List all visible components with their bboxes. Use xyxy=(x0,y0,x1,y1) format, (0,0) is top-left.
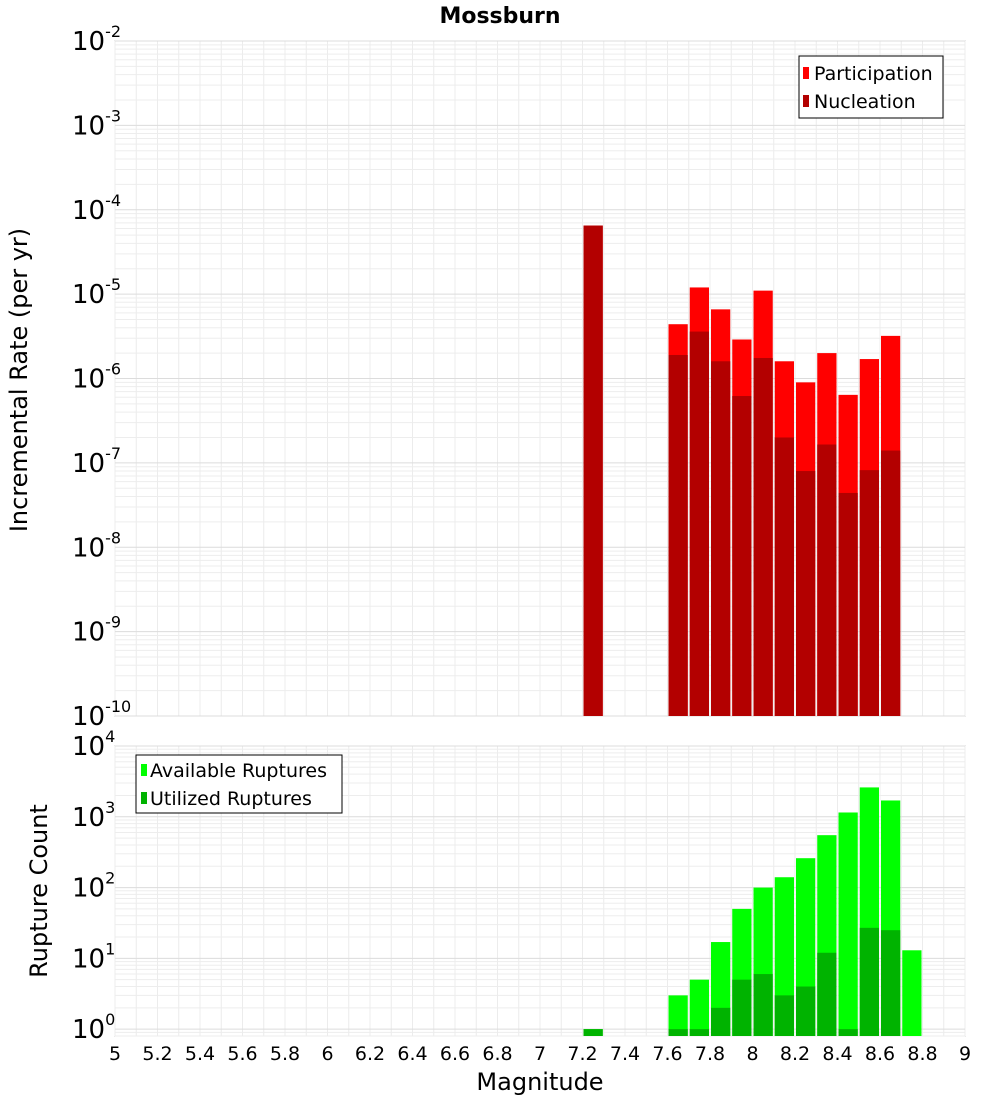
y-tick-label: 10-10 xyxy=(72,697,131,732)
legend-swatch-participation xyxy=(803,67,809,79)
legend-label-utilized: Utilized Ruptures xyxy=(150,788,312,810)
x-tick-label: 8.6 xyxy=(865,1043,895,1065)
bar-nucleation xyxy=(689,331,709,716)
legend-label-participation: Participation xyxy=(814,63,933,85)
x-tick-label: 7.6 xyxy=(652,1043,682,1065)
x-tick-label: 9 xyxy=(959,1043,971,1065)
bar-utilized-ruptures xyxy=(689,1029,709,1036)
y-tick-label: 10-3 xyxy=(72,106,121,141)
y-tick-label: 10-4 xyxy=(72,191,121,226)
legend-swatch-nucleation xyxy=(803,95,809,107)
bar-available-ruptures xyxy=(838,812,858,1036)
bar-nucleation xyxy=(583,225,603,716)
x-tick-label: 6.4 xyxy=(397,1043,427,1065)
x-tick-label: 7.4 xyxy=(610,1043,640,1065)
legend-label-nucleation: Nucleation xyxy=(814,91,916,113)
y-tick-label: 102 xyxy=(72,869,115,904)
x-tick-label: 7.2 xyxy=(567,1043,597,1065)
x-axis-label: Magnitude xyxy=(476,1068,603,1096)
bar-utilized-ruptures xyxy=(753,974,773,1036)
x-tick-label: 5.2 xyxy=(142,1043,172,1065)
bar-nucleation xyxy=(817,444,837,716)
top-legend: Participation Nucleation xyxy=(798,55,944,119)
bar-nucleation xyxy=(859,470,879,716)
x-tick-label: 6 xyxy=(321,1043,333,1065)
x-tick-label: 8.4 xyxy=(822,1043,852,1065)
top-panel: 10-10 10-9 10-8 10-7 10-6 10-5 10-4 10-3 10-2 In… xyxy=(5,22,966,732)
bar-utilized-ruptures xyxy=(796,986,816,1036)
bar-utilized-ruptures xyxy=(711,1007,731,1036)
x-tick-label: 8.8 xyxy=(907,1043,937,1065)
bar-available-ruptures xyxy=(689,979,709,1036)
y-tick-label: 10-6 xyxy=(72,360,121,395)
top-grid xyxy=(114,40,966,717)
y-tick-label: 100 xyxy=(72,1010,115,1045)
bar-nucleation xyxy=(796,471,816,716)
bar-utilized-ruptures xyxy=(881,930,901,1036)
y-tick-label: 104 xyxy=(72,727,115,762)
y-tick-label: 10-9 xyxy=(72,613,121,648)
top-legend-box xyxy=(798,55,944,119)
legend-label-available: Available Ruptures xyxy=(150,760,327,782)
bottom-legend: Available Ruptures Utilized Ruptures xyxy=(135,754,343,814)
bar-nucleation xyxy=(753,357,773,716)
y-tick-label: 10-7 xyxy=(72,444,121,479)
x-tick-label: 7 xyxy=(534,1043,546,1065)
x-tick-label: 8.2 xyxy=(780,1043,810,1065)
bar-available-ruptures xyxy=(668,995,688,1036)
legend-swatch-utilized xyxy=(141,792,147,804)
x-tick-label: 8 xyxy=(746,1043,758,1065)
x-ticks: 5 5.2 5.4 5.6 5.8 6 6.2 6.4 6.6 6.8 7 7.2 7.4 7.6 7.8 8… xyxy=(109,1043,971,1065)
chart-title: Mossburn xyxy=(439,4,560,29)
y-tick-label: 10-2 xyxy=(72,22,121,57)
y-tick-label: 103 xyxy=(72,798,115,833)
bar-nucleation xyxy=(711,361,731,716)
y-tick-label: 10-5 xyxy=(72,275,121,310)
x-tick-label: 6.6 xyxy=(440,1043,470,1065)
bottom-panel: 100 101 102 103 104 5 5.2 5.4 5.6 5.8 6 6.2 6.4 6.6 6… xyxy=(25,727,971,1096)
bar-utilized-ruptures xyxy=(859,927,879,1036)
x-tick-label: 7.8 xyxy=(695,1043,725,1065)
bar-nucleation xyxy=(774,437,794,716)
bar-nucleation xyxy=(732,396,752,716)
x-tick-label: 5.4 xyxy=(185,1043,215,1065)
top-y-axis-label: Incremental Rate (per yr) xyxy=(5,228,33,532)
x-tick-label: 6.2 xyxy=(355,1043,385,1065)
bar-nucleation xyxy=(838,492,858,716)
x-tick-label: 5.6 xyxy=(227,1043,257,1065)
bar-nucleation xyxy=(668,354,688,716)
bottom-y-ticks: 100 101 102 103 104 xyxy=(72,727,115,1045)
bar-available-ruptures xyxy=(902,950,922,1036)
legend-swatch-available xyxy=(141,764,147,776)
x-tick-label: 5 xyxy=(109,1043,121,1065)
bar-utilized-ruptures xyxy=(732,979,752,1036)
bottom-y-axis-label: Rupture Count xyxy=(25,804,53,978)
x-tick-label: 6.8 xyxy=(482,1043,512,1065)
top-y-ticks: 10-10 10-9 10-8 10-7 10-6 10-5 10-4 10-3 10-2 xyxy=(72,22,131,732)
top-bars xyxy=(583,225,901,716)
bar-utilized-ruptures xyxy=(583,1029,603,1036)
bottom-legend-box xyxy=(135,754,343,814)
bar-utilized-ruptures xyxy=(774,995,794,1036)
y-tick-label: 10-8 xyxy=(72,528,121,563)
y-tick-label: 101 xyxy=(72,939,115,974)
x-tick-label: 5.8 xyxy=(270,1043,300,1065)
bar-nucleation xyxy=(881,450,901,716)
bar-utilized-ruptures xyxy=(817,952,837,1036)
bottom-bars xyxy=(583,787,922,1036)
bar-utilized-ruptures xyxy=(838,1029,858,1036)
bar-utilized-ruptures xyxy=(668,1029,688,1036)
